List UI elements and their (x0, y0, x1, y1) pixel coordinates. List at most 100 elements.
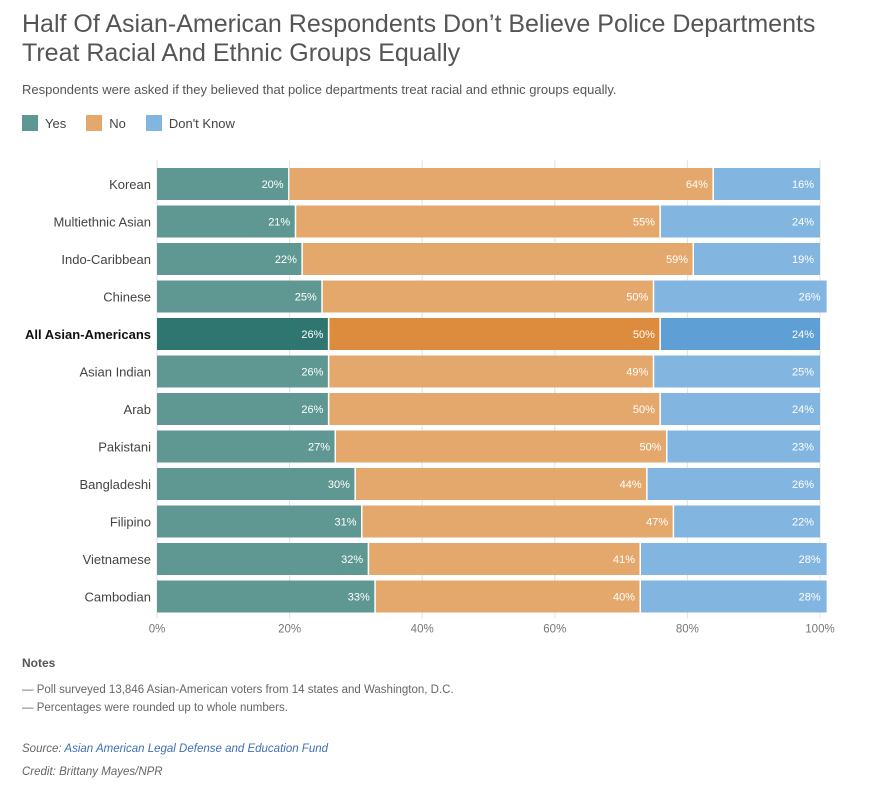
chart-title: Half Of Asian-American Respondents Don’t… (22, 10, 816, 67)
bar-yes-filipino (157, 505, 362, 538)
bar-don-t-know-korean (713, 168, 820, 200)
category-label: Indo-Caribbean (61, 252, 151, 267)
legend-swatch-no (86, 115, 103, 131)
data-label: 22% (792, 517, 814, 529)
bar-yes-chinese (157, 280, 322, 313)
legend-swatch-yes (22, 115, 38, 131)
note-line: — Poll surveyed 13,846 Asian-American vo… (22, 684, 454, 696)
source-link[interactable]: Asian American Legal Defense and Educati… (64, 743, 329, 755)
data-label: 19% (792, 254, 814, 266)
data-label: 25% (295, 292, 317, 304)
bar-no-pakistani (336, 430, 667, 463)
bar-yes-pakistani (157, 430, 335, 463)
category-label: Cambodian (85, 590, 152, 605)
legend-label-yes: Yes (45, 115, 67, 131)
data-label: 50% (633, 329, 655, 341)
bar-yes-korean (157, 168, 289, 200)
data-label: 50% (633, 404, 655, 416)
data-label: 50% (626, 292, 648, 304)
data-label: 21% (268, 217, 290, 229)
data-label: 55% (633, 217, 655, 229)
data-label: 47% (646, 517, 668, 529)
category-label: Filipino (110, 515, 151, 530)
data-label: 32% (341, 554, 363, 566)
bar-no-indo-caribbean (302, 243, 693, 275)
legend-swatch-dont-know (145, 115, 162, 131)
source-label: Source: (22, 743, 62, 755)
data-label: 64% (686, 179, 708, 191)
bar-no-chinese (322, 280, 653, 313)
bar-don-t-know-pakistani (667, 430, 820, 463)
data-label: 30% (328, 479, 350, 491)
data-label: 28% (799, 592, 821, 604)
bar-yes-arab (157, 393, 328, 425)
bar-don-t-know-filipino (674, 505, 820, 538)
bar-yes-indo-caribbean (157, 243, 302, 275)
x-tick-label: 80% (676, 624, 699, 636)
bar-no-bangladeshi (355, 468, 647, 500)
bar-yes-cambodian (157, 580, 375, 613)
x-tick-label: 40% (411, 624, 434, 636)
bar-no-filipino (362, 505, 673, 538)
legend-item-dont-know: Don't Know (145, 115, 235, 131)
bar-no-asian-indian (329, 355, 653, 388)
legend: Yes No Don't Know (22, 115, 255, 131)
source: Source: Asian American Legal Defense and… (22, 743, 328, 755)
bar-no-vietnamese (369, 543, 640, 575)
data-label: 26% (792, 479, 814, 491)
bar-no-korean (289, 168, 713, 200)
data-label: 28% (799, 554, 821, 566)
data-label: 26% (301, 404, 323, 416)
bar-yes-asian-indian (157, 355, 328, 388)
data-label: 59% (666, 254, 688, 266)
data-label: 24% (792, 329, 814, 341)
data-label: 50% (639, 442, 661, 454)
bar-yes-multiethnic-asian (157, 205, 295, 238)
x-tick-label: 100% (805, 624, 834, 636)
data-label: 23% (792, 442, 814, 454)
notes-heading: Notes (22, 656, 56, 670)
category-label: Chinese (103, 290, 151, 305)
category-label: Korean (109, 177, 151, 192)
data-label: 40% (613, 592, 635, 604)
bar-don-t-know-bangladeshi (647, 468, 820, 500)
bar-yes-bangladeshi (157, 468, 355, 500)
data-label: 49% (626, 367, 648, 379)
bar-yes-vietnamese (157, 543, 368, 575)
bar-don-t-know-arab (660, 393, 820, 425)
credit: Credit: Brittany Mayes/NPR (22, 766, 163, 778)
legend-item-no: No (86, 115, 126, 131)
note-line: — Percentages were rounded up to whole n… (22, 702, 288, 714)
data-label: 41% (613, 554, 635, 566)
category-label: Bangladeshi (79, 477, 151, 492)
data-label: 33% (348, 592, 370, 604)
bar-no-all-asian-americans (329, 318, 660, 350)
legend-item-yes: Yes (22, 115, 66, 131)
data-label: 24% (792, 217, 814, 229)
data-label: 26% (301, 367, 323, 379)
data-label: 22% (275, 254, 297, 266)
stacked-bar-chart: Korean 20% 64% 16% Multiethnic Asian 21% 55% 24… (25, 160, 835, 636)
bar-no-multiethnic-asian (296, 205, 660, 238)
category-label: All Asian-Americans (25, 327, 151, 342)
data-label: 26% (301, 329, 323, 341)
notes: Notes — Poll surveyed 13,846 Asian-Ameri… (22, 656, 454, 720)
x-tick-label: 20% (278, 624, 301, 636)
category-label: Multiethnic Asian (53, 215, 151, 230)
bar-don-t-know-all-asian-americans (660, 318, 820, 350)
bar-don-t-know-cambodian (640, 580, 827, 613)
legend-label-no: No (109, 115, 126, 131)
data-label: 27% (308, 442, 330, 454)
data-label: 26% (799, 292, 821, 304)
bar-don-t-know-indo-caribbean (694, 243, 820, 275)
bar-no-arab (329, 393, 660, 425)
bar-yes-all-asian-americans (157, 318, 328, 350)
bar-don-t-know-vietnamese (640, 543, 827, 575)
data-label: 16% (792, 179, 814, 191)
bar-don-t-know-asian-indian (654, 355, 820, 388)
category-label: Asian Indian (79, 365, 151, 380)
bar-no-cambodian (375, 580, 640, 613)
legend-label-dont-know: Don't Know (168, 115, 235, 131)
bar-don-t-know-multiethnic-asian (660, 205, 820, 238)
data-label: 25% (792, 367, 814, 379)
